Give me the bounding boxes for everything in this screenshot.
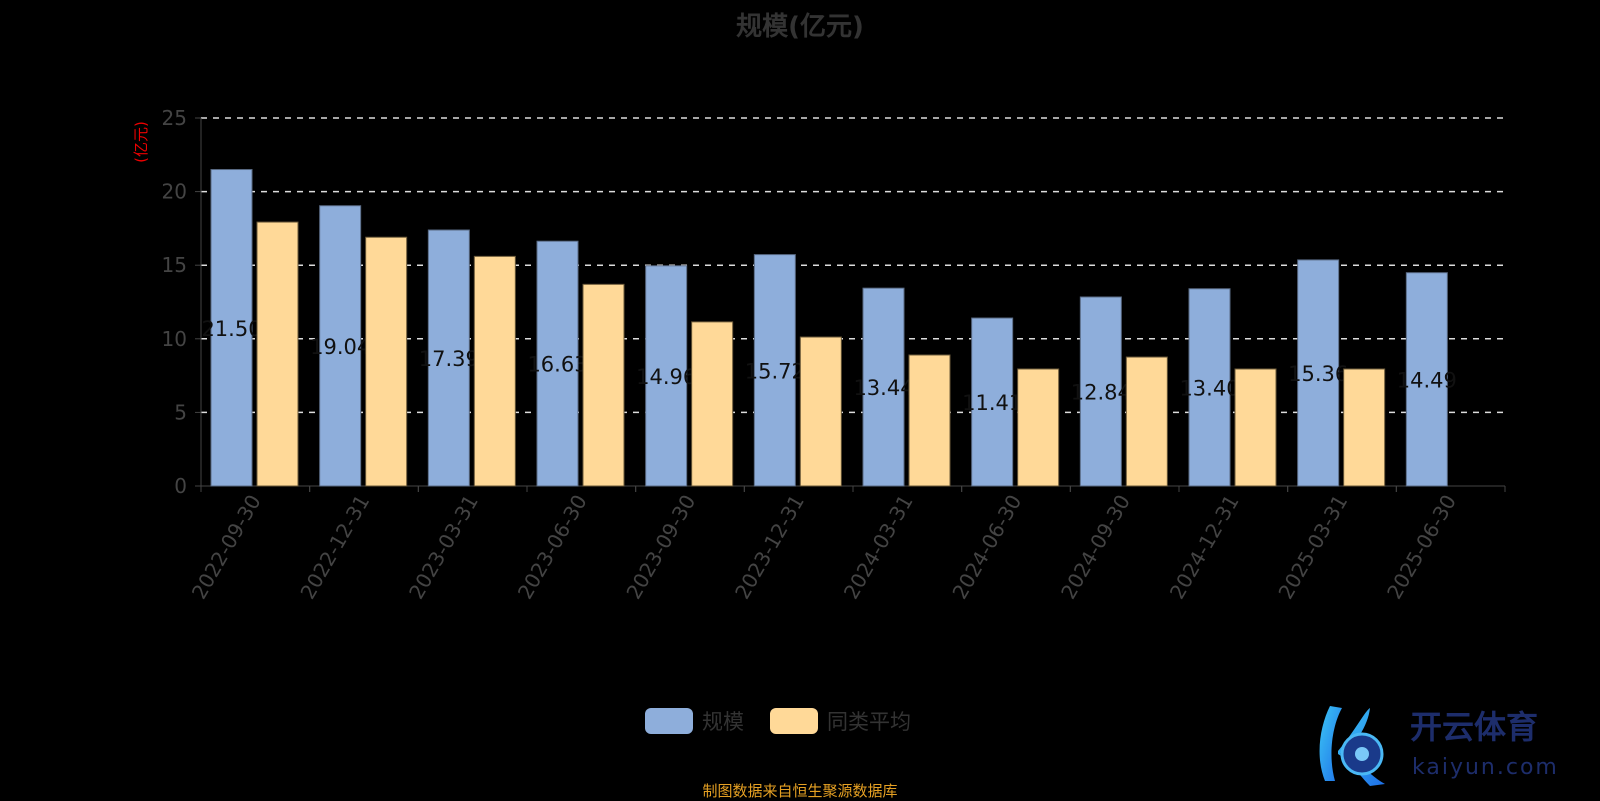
bar-category-average (1343, 368, 1386, 487)
data-label: 15.72 (745, 359, 805, 383)
y-tick-label: 0 (174, 474, 187, 498)
bar-category-average (473, 255, 516, 487)
svg-text:开云体育: 开云体育 (1410, 708, 1538, 746)
data-label: 13.40 (1179, 376, 1239, 400)
kaiyun-logo: 开云体育 kaiyun.com (1319, 706, 1559, 786)
x-tick-label: 2023-12-31 (730, 491, 809, 604)
x-tick-label: 2024-12-31 (1165, 491, 1244, 604)
x-tick-label: 2022-12-31 (295, 491, 374, 604)
bar-scale (971, 317, 1014, 487)
x-tick-label: 2024-09-30 (1056, 491, 1135, 604)
bar-scale (1188, 288, 1231, 487)
data-source-footer: 制图数据来自恒生聚源数据库 (702, 782, 898, 800)
bar-category-average (691, 321, 734, 487)
bar-scale (862, 287, 905, 487)
y-tick-label: 15 (162, 253, 187, 277)
x-tick-label: 2022-09-30 (187, 491, 266, 604)
bar-scale (1297, 259, 1340, 487)
bar-scale (536, 240, 579, 487)
bar-category-average (1017, 368, 1060, 487)
chart-title: 规模(亿元) (736, 12, 864, 42)
bar-category-average (799, 336, 842, 487)
bar-category-average (256, 221, 299, 487)
data-label: 14.96 (636, 365, 696, 389)
bar-scale (427, 229, 470, 487)
bar-scale (210, 169, 253, 487)
x-tick-label: 2024-06-30 (947, 491, 1026, 604)
y-axis-label: (亿元) (132, 121, 150, 163)
bar-category-average (908, 354, 951, 487)
x-tick-label: 2025-03-31 (1273, 491, 1352, 604)
bar-category-average (1125, 356, 1168, 487)
data-label: 14.49 (1397, 368, 1457, 392)
x-tick-label: 2023-09-30 (621, 491, 700, 604)
x-tick-label: 2023-03-31 (404, 491, 483, 604)
bar-scale (753, 254, 796, 487)
y-tick-label: 10 (162, 327, 187, 351)
x-tick-label: 2025-06-30 (1382, 491, 1461, 604)
bar-category-average (582, 283, 625, 487)
data-label: 15.36 (1288, 362, 1348, 386)
bar-scale (1079, 296, 1122, 487)
y-tick-label: 20 (162, 180, 187, 204)
svg-text:kaiyun.com: kaiyun.com (1412, 755, 1559, 780)
y-tick-label: 5 (174, 400, 187, 424)
data-label: 13.44 (853, 376, 913, 400)
bar-scale (645, 265, 688, 487)
y-tick-label: 25 (162, 106, 187, 130)
data-label: 11.41 (962, 391, 1022, 415)
legend-label: 规模 (702, 710, 744, 734)
data-label: 16.63 (527, 353, 587, 377)
bar-scale (319, 205, 362, 487)
x-tick-label: 2024-03-31 (839, 491, 918, 604)
x-tick-label: 2023-06-30 (513, 491, 592, 604)
legend-swatch (645, 708, 693, 734)
bar-scale (1405, 272, 1448, 487)
bar-category-average (1234, 368, 1277, 487)
legend-label: 同类平均 (827, 710, 911, 734)
bar-category-average (365, 236, 408, 487)
data-label: 17.39 (419, 347, 479, 371)
data-label: 21.50 (201, 317, 261, 341)
data-label: 12.84 (1071, 380, 1131, 404)
data-label: 19.04 (310, 335, 370, 359)
legend-swatch (770, 708, 818, 734)
